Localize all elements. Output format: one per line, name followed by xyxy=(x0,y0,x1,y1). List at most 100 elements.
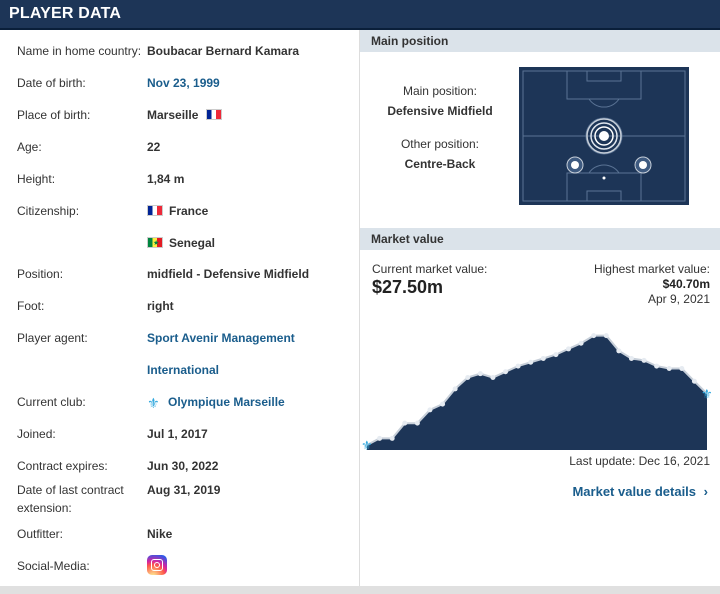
pitch-bottom-arc xyxy=(588,164,620,174)
market-value-point[interactable] xyxy=(414,420,420,426)
current-value-label: Current market value: xyxy=(372,262,488,276)
market-value-point[interactable] xyxy=(427,407,433,413)
highest-value: $40.70m xyxy=(662,277,710,291)
club-crest-point[interactable]: ⚜ xyxy=(361,438,373,450)
other-position-marker-left xyxy=(566,156,584,174)
citizenship-1: France xyxy=(169,204,209,218)
club-name: Olympique Marseille xyxy=(168,395,285,409)
market-value-line xyxy=(366,334,708,446)
market-value-point[interactable] xyxy=(440,401,446,407)
market-value-point[interactable] xyxy=(578,340,584,346)
highest-value-label: Highest market value: xyxy=(593,262,710,276)
agent-link-line2[interactable]: International xyxy=(147,363,220,377)
market-value-point[interactable] xyxy=(691,378,697,384)
market-value-area xyxy=(367,335,707,450)
instagram-icon[interactable] xyxy=(147,555,167,575)
pob-text: Marseille xyxy=(147,108,199,122)
info-label: Citizenship: xyxy=(17,204,80,218)
main-position-marker xyxy=(586,118,622,154)
info-label-line1: Date of last contract xyxy=(17,483,124,497)
other-position-marker-right xyxy=(634,156,652,174)
pitch-penalty-spot xyxy=(602,176,606,180)
market-value-point[interactable] xyxy=(515,363,521,369)
citizenship-2: Senegal xyxy=(169,236,216,250)
info-value: 22 xyxy=(147,140,161,154)
info-label: Current club: xyxy=(17,395,86,409)
club-crest-icon: ⚜ xyxy=(147,395,160,411)
market-value-header: Market value xyxy=(360,228,720,250)
chevron-right-icon: › xyxy=(703,484,708,499)
player-data-header: PLAYER DATA xyxy=(0,0,720,30)
info-label: Foot: xyxy=(17,299,45,313)
pitch-top-arc xyxy=(588,98,620,108)
market-value-point[interactable] xyxy=(641,357,647,363)
info-label: Outfitter: xyxy=(17,527,64,541)
market-value-point[interactable] xyxy=(565,346,571,352)
info-label: Place of birth: xyxy=(17,108,91,122)
pitch-diagram xyxy=(519,67,689,205)
info-value: Marseille xyxy=(147,106,228,124)
other-position-label: Other position: xyxy=(400,137,480,151)
info-value: midfield - Defensive Midfield xyxy=(147,267,310,281)
other-position-value: Centre-Back xyxy=(404,157,476,171)
info-label: Age: xyxy=(17,140,42,154)
france-flag-icon xyxy=(205,109,222,120)
dob-link[interactable]: Nov 23, 1999 xyxy=(147,76,220,90)
info-label: Position: xyxy=(17,267,64,281)
main-position-label: Main position: xyxy=(402,84,478,98)
market-value-point[interactable] xyxy=(591,333,597,339)
info-value: Jul 1, 2017 xyxy=(147,427,208,441)
market-value-chart: ⚜⚜ xyxy=(361,333,713,450)
page-title: PLAYER DATA xyxy=(9,5,122,22)
info-label: Date of last contract extension: xyxy=(17,481,145,517)
info-value: right xyxy=(147,299,174,313)
market-value-point[interactable] xyxy=(389,435,395,441)
market-value-point[interactable] xyxy=(616,348,622,354)
market-value-point[interactable] xyxy=(402,420,408,426)
market-value-details-text: Market value details xyxy=(572,484,697,499)
player-info-panel: Name in home country: Boubacar Bernard K… xyxy=(0,30,360,586)
main-position-header: Main position xyxy=(360,30,720,52)
info-value: Aug 31, 2019 xyxy=(147,483,221,497)
club-crest-point[interactable]: ⚜ xyxy=(701,387,713,402)
info-label: Joined: xyxy=(17,427,56,441)
info-label: Social-Media: xyxy=(17,559,90,573)
info-label: Date of birth: xyxy=(17,76,86,90)
market-value-point[interactable] xyxy=(553,352,559,358)
market-value-point[interactable] xyxy=(477,371,483,377)
info-value: 1,84 m xyxy=(147,172,185,186)
market-value-point[interactable] xyxy=(377,435,383,441)
info-label: Name in home country: xyxy=(17,44,142,58)
club-link[interactable]: ⚜ Olympique Marseille xyxy=(147,393,285,411)
info-value: Senegal xyxy=(147,234,216,253)
market-value-point[interactable] xyxy=(452,386,458,392)
highest-value-date: Apr 9, 2021 xyxy=(647,292,710,306)
pitch-bottom-goal-area xyxy=(586,190,622,202)
info-value: France xyxy=(147,202,208,220)
market-value-point[interactable] xyxy=(628,355,634,361)
market-value-point[interactable] xyxy=(490,374,496,380)
side-panel: Main position Main position: Defensive M… xyxy=(360,30,720,586)
bottom-bar xyxy=(0,586,720,594)
market-value-details-link[interactable]: Market value details › xyxy=(572,484,708,499)
pitch-top-goal-area xyxy=(586,70,622,82)
agent-link[interactable]: Sport Avenir Management xyxy=(147,331,295,345)
main-position-value: Defensive Midfield xyxy=(387,104,493,118)
market-value-point[interactable] xyxy=(503,369,509,375)
senegal-flag-icon xyxy=(147,235,163,253)
market-value-point[interactable] xyxy=(603,333,609,339)
france-flag-icon xyxy=(147,205,163,216)
info-label: Height: xyxy=(17,172,56,186)
pitch-center-circle xyxy=(585,117,623,155)
market-value-point[interactable] xyxy=(465,374,471,380)
info-label: Contract expires: xyxy=(17,459,108,473)
market-value-point[interactable] xyxy=(540,355,546,361)
market-value-point[interactable] xyxy=(666,366,672,372)
market-value-point[interactable] xyxy=(679,366,685,372)
current-value: $27.50m xyxy=(372,277,444,297)
info-value: Boubacar Bernard Kamara xyxy=(147,44,300,58)
market-value-point[interactable] xyxy=(654,363,660,369)
last-update: Last update: Dec 16, 2021 xyxy=(569,454,710,468)
market-value-point[interactable] xyxy=(528,359,534,365)
